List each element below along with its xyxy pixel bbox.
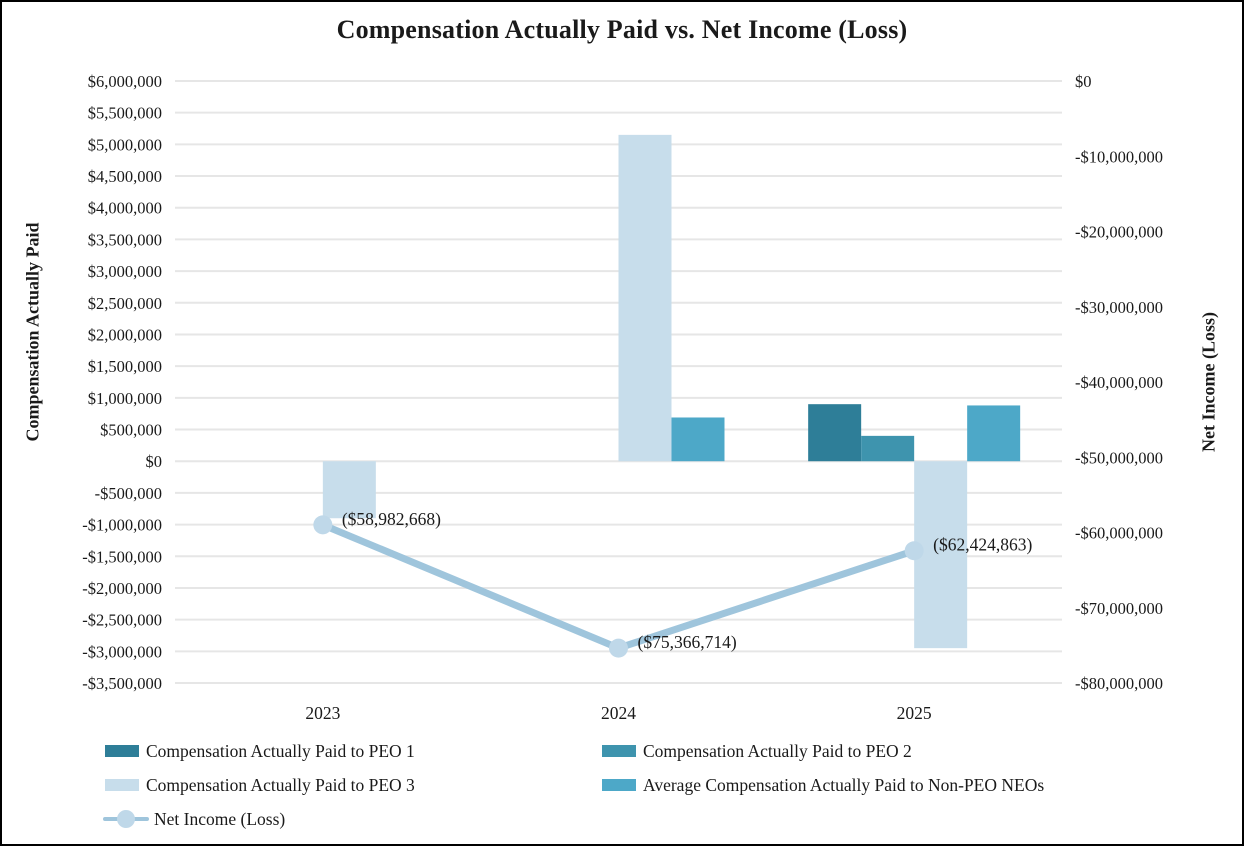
- left-axis-tick-label: $2,000,000: [88, 325, 162, 344]
- left-axis-tick-label: -$500,000: [95, 484, 162, 503]
- right-axis-tick-label: $0: [1075, 72, 1092, 91]
- left-axis-tick-label: $5,500,000: [88, 104, 162, 123]
- x-axis-category-label: 2024: [601, 703, 636, 723]
- bar-compensation-actually-paid-to-peo-1-2025: [808, 404, 862, 462]
- left-axis-tick-label: $0: [146, 452, 163, 471]
- left-axis-tick-label: $1,000,000: [88, 389, 162, 408]
- net-income-marker-2025: [904, 541, 924, 561]
- bar-compensation-actually-paid-to-peo-3-2025: [914, 461, 968, 649]
- right-axis-tick-label: -$30,000,000: [1075, 298, 1163, 317]
- bar-compensation-actually-paid-to-peo-3-2024: [618, 134, 672, 462]
- left-axis-title: Compensation Actually Paid: [22, 222, 43, 442]
- left-axis-tick-label: $3,500,000: [88, 230, 162, 249]
- right-axis-title: Net Income (Loss): [1198, 312, 1219, 452]
- right-axis-tick-label: -$20,000,000: [1075, 223, 1163, 242]
- net-income-marker-2024: [609, 638, 628, 658]
- left-axis-tick-label: $6,000,000: [88, 72, 162, 91]
- right-axis-tick-label: -$80,000,000: [1075, 674, 1163, 693]
- left-axis-tick-label: -$3,000,000: [82, 642, 162, 661]
- left-axis-tick-label: $4,500,000: [88, 167, 162, 186]
- left-axis-tick-label: $1,500,000: [88, 357, 162, 376]
- chart-title: Compensation Actually Paid vs. Net Incom…: [336, 15, 908, 44]
- left-axis-tick-label: -$1,000,000: [82, 516, 162, 535]
- x-axis-category-label: 2025: [897, 703, 932, 723]
- net-income-data-label: ($75,366,714): [638, 632, 737, 652]
- left-axis-tick-label: -$2,500,000: [82, 611, 162, 630]
- x-axis-category-label: 2023: [305, 703, 340, 723]
- right-axis-tick-label: -$50,000,000: [1075, 448, 1163, 467]
- left-axis-tick-label: -$1,500,000: [82, 547, 162, 566]
- net-income-data-label: ($62,424,863): [933, 535, 1032, 555]
- right-axis-tick-label: -$10,000,000: [1075, 147, 1163, 166]
- left-axis-tick-label: $2,500,000: [88, 294, 162, 313]
- net-income-line: [319, 521, 918, 652]
- right-axis-tick-label: -$70,000,000: [1075, 599, 1163, 618]
- right-axis-tick-label: -$40,000,000: [1075, 373, 1163, 392]
- left-axis-tick-label: $500,000: [100, 421, 162, 440]
- net-income-data-label: ($58,982,668): [342, 509, 441, 529]
- left-axis-tick-label: $5,000,000: [88, 135, 162, 154]
- left-axis-tick-label: -$3,500,000: [82, 674, 162, 693]
- bar-average-compensation-actually-paid-to-non-peo-neos-2024: [671, 417, 725, 462]
- left-axis-tick-label: $3,000,000: [88, 262, 162, 281]
- bar-compensation-actually-paid-to-peo-2-2025: [861, 435, 915, 462]
- right-axis-tick-label: -$60,000,000: [1075, 524, 1163, 543]
- left-axis-tick-label: -$2,000,000: [82, 579, 162, 598]
- bar-compensation-actually-paid-to-peo-3-2023: [322, 461, 376, 519]
- bar-average-compensation-actually-paid-to-non-peo-neos-2025: [967, 405, 1021, 462]
- net-income-marker-2023: [313, 515, 333, 535]
- left-axis-tick-label: $4,000,000: [88, 199, 162, 218]
